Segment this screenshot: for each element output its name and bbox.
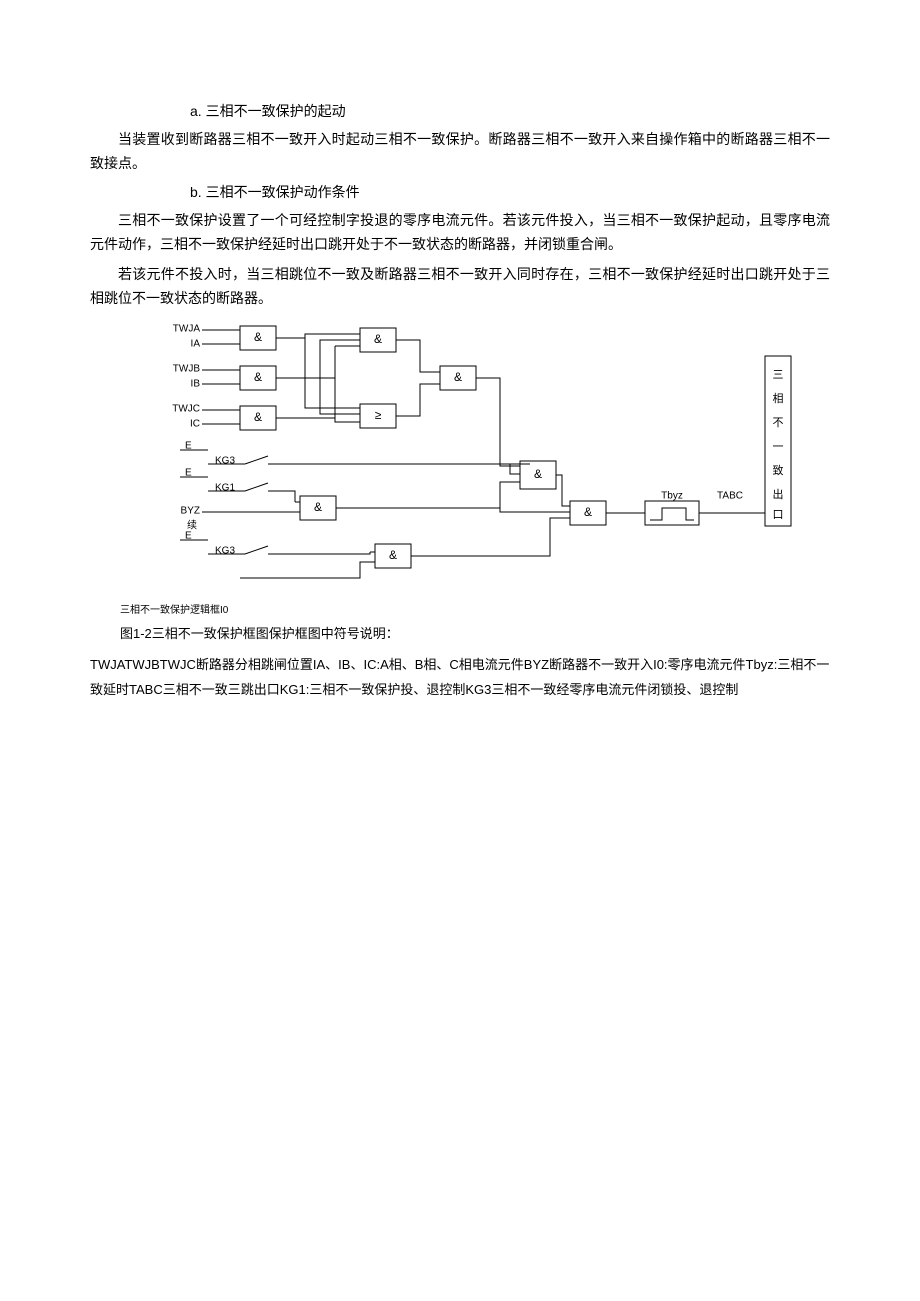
svg-text:&: &: [454, 371, 462, 385]
logic-diagram: & & & TWJA IA TWJB IB TWJC IC: [90, 316, 830, 619]
svg-text:不: 不: [773, 417, 784, 429]
legend-text: TWJATWJBTWJC断路器分相跳闸位置IA、IB、IC:A相、B相、C相电流…: [90, 653, 830, 702]
document-page: a. 三相不一致保护的起动 当装置收到断路器三相不一致开入时起动三相不一致保护。…: [0, 0, 920, 743]
gate-and-byz: &: [300, 496, 336, 520]
svg-text:三: 三: [773, 369, 784, 381]
gate-and-twjc: &: [240, 406, 276, 430]
logic-diagram-svg: & & & TWJA IA TWJB IB TWJC IC: [90, 316, 810, 596]
svg-text:Tbyz: Tbyz: [661, 491, 683, 502]
svg-text:&: &: [314, 501, 322, 515]
label-tabc: TABC: [717, 491, 743, 502]
section-a-label: a. 三相不一致保护的起动: [190, 100, 830, 124]
label-kg3a: KG3: [215, 456, 235, 467]
label-kg1: KG1: [215, 483, 235, 494]
svg-text:&: &: [254, 371, 262, 385]
label-twjc: TWJC: [172, 404, 200, 415]
svg-text:口: 口: [773, 509, 784, 521]
label-ia: IA: [191, 339, 201, 350]
label-kg3b: KG3: [215, 546, 235, 557]
svg-text:&: &: [254, 411, 262, 425]
label-ib: IB: [191, 379, 201, 390]
gate-ge: ≥: [360, 404, 396, 428]
gate-and-right: &: [570, 501, 606, 525]
timer-tbyz: Tbyz: [645, 491, 699, 525]
section-b-para1: 三相不一致保护设置了一个可经控制字投退的零序电流元件。若该元件投入，当三相不一致…: [90, 209, 830, 257]
gate-and-i0: &: [375, 544, 411, 568]
svg-text:≥: ≥: [375, 409, 382, 423]
svg-text:&: &: [584, 506, 592, 520]
label-twja: TWJA: [173, 324, 201, 335]
svg-text:相: 相: [773, 392, 784, 405]
svg-text:致: 致: [773, 463, 784, 477]
svg-text:&: &: [534, 468, 542, 482]
svg-text:出: 出: [773, 487, 784, 501]
gate-and-mid: &: [520, 461, 556, 489]
gate-and-top2: &: [360, 328, 396, 352]
label-twjb: TWJB: [173, 364, 201, 375]
gate-and-twja: &: [240, 326, 276, 350]
figure-caption: 图1-2三相不一致保护框图保护框图中符号说明：: [120, 623, 830, 645]
svg-text:一: 一: [773, 441, 784, 453]
gate-and-col3: &: [440, 366, 476, 390]
svg-text:&: &: [389, 549, 397, 563]
section-b-label: b. 三相不一致保护动作条件: [190, 181, 830, 205]
output-box: 三 相 不 一 致 出 口: [765, 356, 791, 526]
section-b-para2: 若该元件不投入时，当三相跳位不一致及断路器三相不一致开入同时存在，三相不一致保护…: [90, 263, 830, 311]
label-byz: BYZ: [181, 506, 200, 517]
svg-text:&: &: [374, 333, 382, 347]
label-ic: IC: [190, 419, 200, 430]
svg-text:&: &: [254, 331, 262, 345]
diagram-footer-label: 三相不一致保护逻辑框I0: [120, 602, 830, 619]
section-a-para: 当装置收到断路器三相不一致开入时起动三相不一致保护。断路器三相不一致开入来自操作…: [90, 128, 830, 176]
gate-and-twjb: &: [240, 366, 276, 390]
